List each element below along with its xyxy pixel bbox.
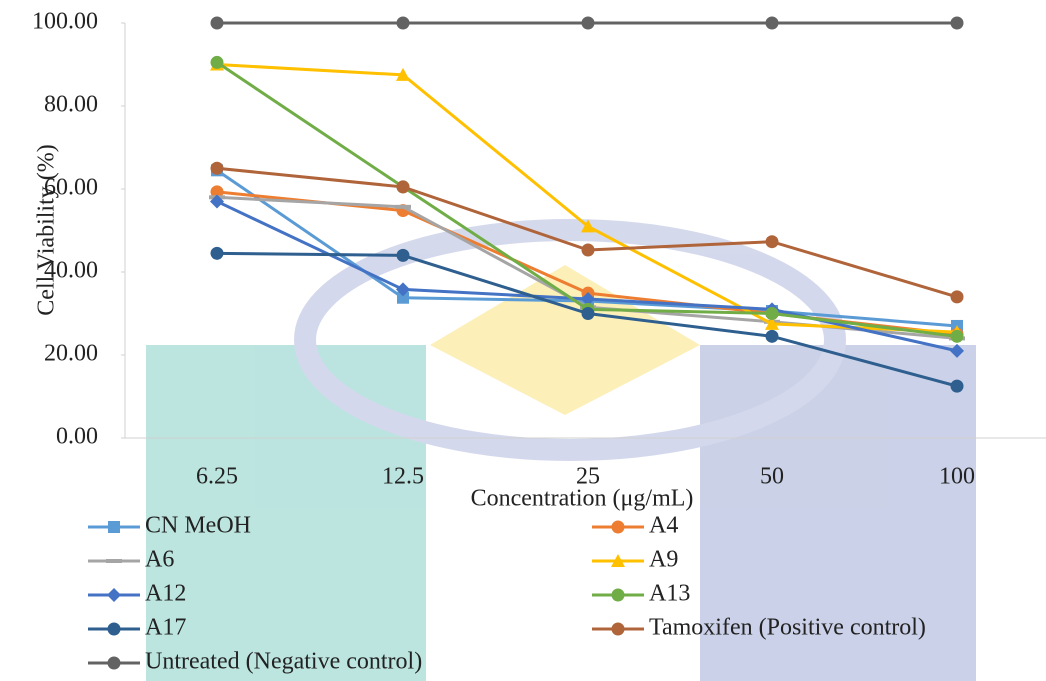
legend-label: CN MeOH [145, 513, 251, 539]
marker [397, 17, 410, 30]
y-tick-label: 60.00 [44, 175, 98, 201]
y-tick-label: 20.00 [44, 341, 98, 367]
marker [612, 521, 625, 534]
legend-label: Untreated (Negative control) [145, 649, 422, 675]
marker [951, 380, 964, 393]
marker [397, 249, 410, 262]
marker [766, 330, 779, 343]
legend-label: A12 [145, 581, 186, 607]
x-tick-label: 25 [576, 464, 600, 490]
marker [766, 17, 779, 30]
x-tick-label: 6.25 [196, 464, 238, 490]
marker [108, 657, 121, 670]
y-tick-label: 0.00 [56, 424, 98, 450]
marker [108, 521, 120, 533]
legend-label: A6 [145, 547, 174, 573]
legend-label: A17 [145, 615, 186, 641]
marker [766, 235, 779, 248]
marker [612, 589, 625, 602]
marker [397, 180, 410, 193]
y-axis-title: Cell Viability (%) [34, 144, 60, 315]
marker [108, 623, 121, 636]
marker [106, 559, 122, 563]
legend-label: Tamoxifen (Positive control) [649, 615, 926, 641]
x-tick-label: 50 [760, 464, 784, 490]
marker [395, 205, 411, 209]
chart: Cell Viability (%) Concentration (μg/mL)… [0, 0, 1046, 681]
legend-label: A4 [649, 513, 678, 539]
y-tick-label: 80.00 [44, 92, 98, 118]
marker [612, 623, 625, 636]
x-tick-label: 12.5 [382, 464, 424, 490]
y-tick-label: 40.00 [44, 258, 98, 284]
marker [211, 247, 224, 260]
marker [766, 307, 779, 320]
marker [951, 290, 964, 303]
marker [582, 244, 595, 257]
y-tick-label: 100.00 [32, 9, 98, 35]
marker [582, 17, 595, 30]
marker [211, 17, 224, 30]
marker [951, 17, 964, 30]
marker [951, 330, 964, 343]
marker [211, 56, 224, 69]
legend-label: A13 [649, 581, 690, 607]
marker [107, 588, 121, 602]
marker [582, 307, 595, 320]
x-tick-label: 100 [939, 464, 975, 490]
marker [211, 162, 224, 175]
legend-label: A9 [649, 547, 678, 573]
